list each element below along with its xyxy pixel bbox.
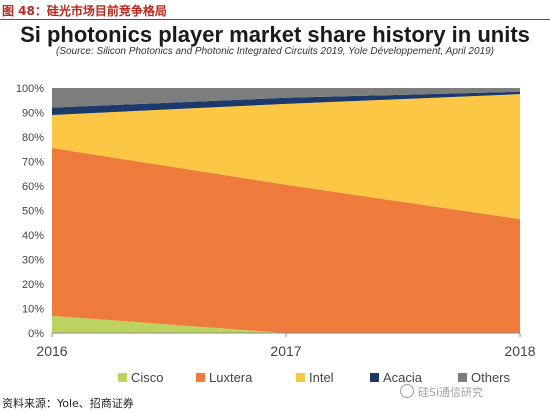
x-tick-label: 2016 bbox=[36, 343, 67, 359]
y-tick-label: 100% bbox=[16, 83, 44, 95]
legend-label-cisco: Cisco bbox=[131, 370, 164, 385]
y-tick-label: 10% bbox=[22, 304, 44, 316]
watermark: 硅Si通信研究 bbox=[418, 386, 484, 399]
legend-swatch-cisco bbox=[118, 373, 127, 382]
legend-swatch-others bbox=[458, 373, 467, 382]
legend-swatch-luxtera bbox=[196, 373, 205, 382]
y-tick-label: 0% bbox=[28, 328, 44, 340]
y-tick-label: 40% bbox=[22, 230, 44, 242]
legend-label-luxtera: Luxtera bbox=[209, 370, 253, 385]
y-tick-label: 90% bbox=[22, 108, 44, 120]
figure-label: 图 48：硅光市场目前竞争格局 bbox=[2, 4, 167, 18]
chart-subtitle: (Source: Silicon Photonics and Photonic … bbox=[55, 46, 495, 57]
legend-swatch-acacia bbox=[370, 373, 379, 382]
legend-label-intel: Intel bbox=[309, 370, 334, 385]
legend-label-others: Others bbox=[471, 370, 511, 385]
area-acacia bbox=[52, 91, 520, 115]
area-others bbox=[52, 88, 520, 108]
y-tick-label: 50% bbox=[22, 206, 44, 218]
y-tick-label: 80% bbox=[22, 132, 44, 144]
source-note: 资料来源：Yole、招商证券 bbox=[2, 397, 134, 410]
y-tick-label: 20% bbox=[22, 279, 44, 291]
legend-label-acacia: Acacia bbox=[383, 370, 423, 385]
chart-title: Si photonics player market share history… bbox=[20, 22, 530, 47]
area-intel bbox=[52, 94, 520, 220]
wechat-logo-icon bbox=[400, 384, 414, 398]
area-cisco bbox=[52, 315, 520, 333]
x-tick-label: 2017 bbox=[270, 343, 301, 359]
y-tick-label: 30% bbox=[22, 255, 44, 267]
figure-header: 图 48：硅光市场目前竞争格局 bbox=[0, 0, 550, 20]
y-tick-label: 60% bbox=[22, 181, 44, 193]
y-tick-label: 70% bbox=[22, 157, 44, 169]
area-luxtera bbox=[52, 148, 520, 333]
legend-swatch-intel bbox=[296, 373, 305, 382]
x-tick-label: 2018 bbox=[504, 343, 535, 359]
